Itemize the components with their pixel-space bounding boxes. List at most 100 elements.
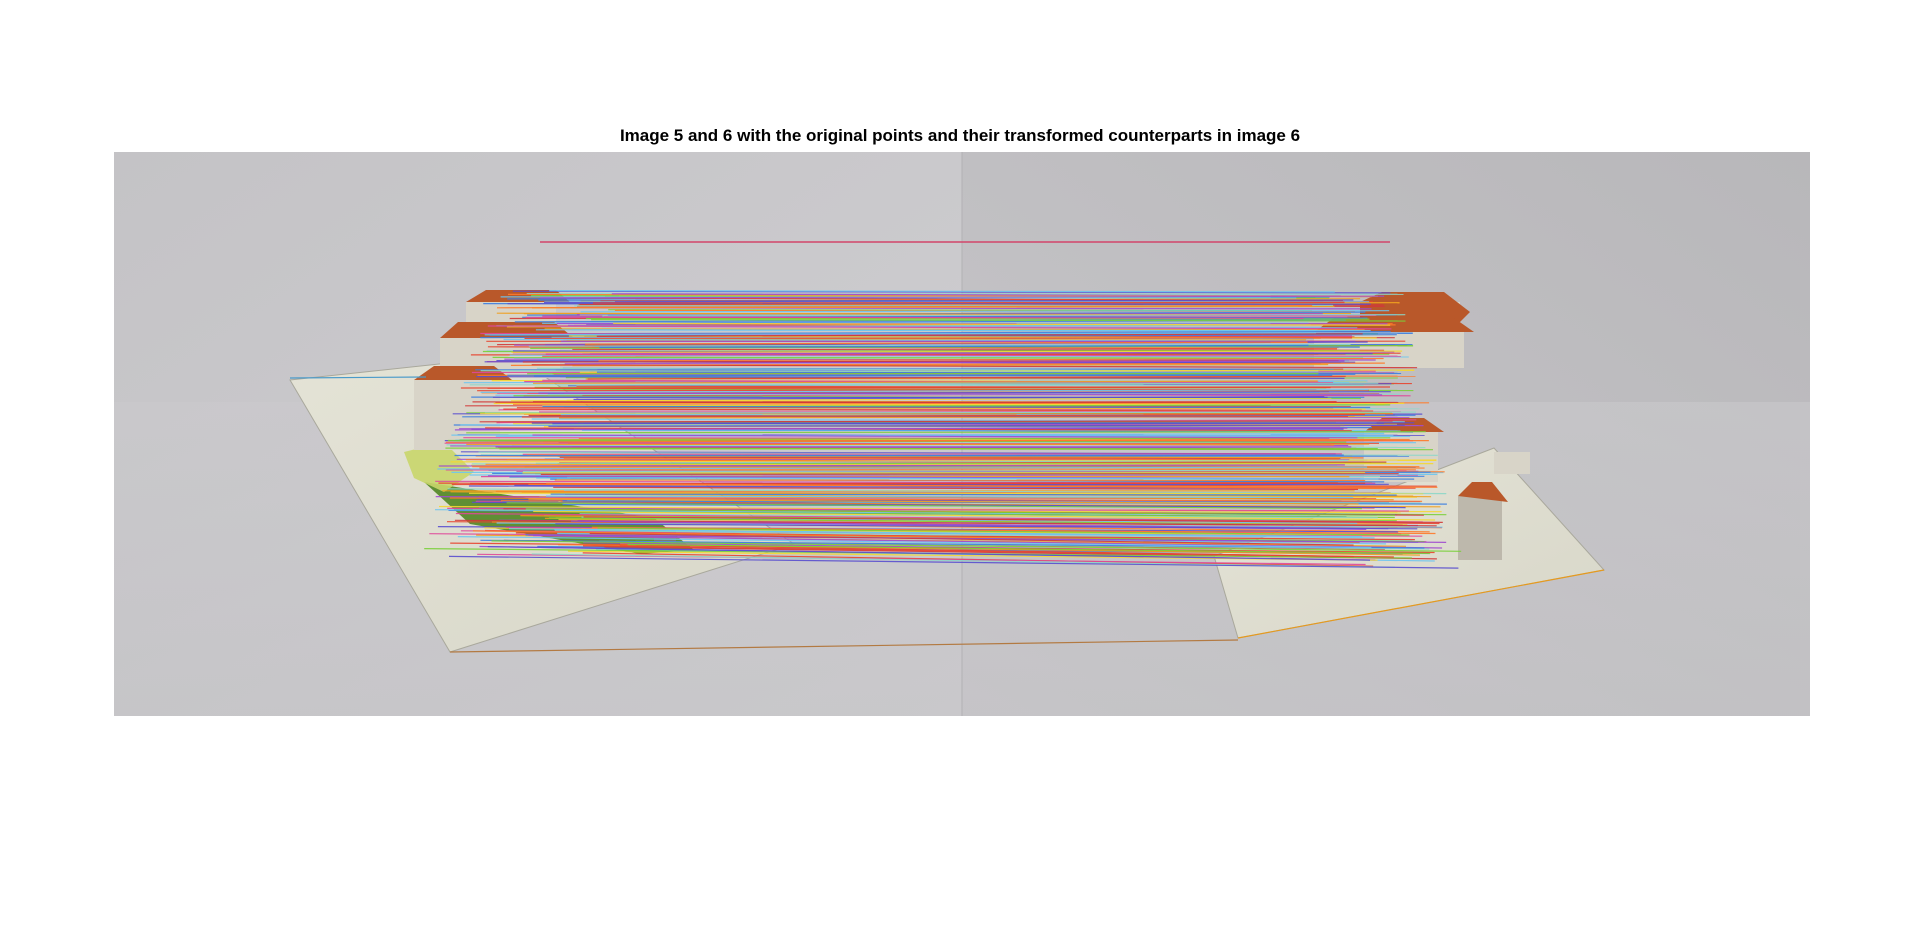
match-line [454,426,1341,431]
match-line [583,516,1443,523]
match-line [591,319,1406,322]
match-line [525,508,1395,516]
match-line [522,469,1397,473]
match-line [538,392,1383,396]
match-line [457,536,1372,549]
match-line [511,350,1403,353]
match-line [487,546,1371,561]
match-line [544,328,1365,331]
match-line [506,502,1362,510]
match-line [571,329,1335,332]
match-line [487,325,1392,330]
match-line [611,293,1341,297]
match-line [540,295,1385,299]
match-line [528,498,1359,505]
match-line [566,330,1391,335]
match-line [550,493,1397,496]
match-line [522,453,1342,455]
match-line [532,434,1358,439]
match-line [491,540,1462,552]
image-axes [114,152,1810,716]
match-line [471,463,1434,466]
match-line [597,527,1410,536]
match-line [580,310,1390,313]
match-line-outlier [1237,569,1605,639]
figure-title: Image 5 and 6 with the original points a… [619,126,1301,145]
match-line-outlier [289,376,427,379]
match-line [496,304,1313,309]
match-line [576,385,1331,389]
match-line [563,457,1340,461]
match-line [585,317,1370,320]
match-line [532,401,1399,404]
match-line [546,482,1386,490]
match-line [459,437,1391,441]
match-line [524,337,1353,339]
match-line [545,495,1354,499]
stitched-image [114,152,1810,716]
match-line [602,314,1406,317]
match-line [536,477,1379,480]
match-line [542,405,1371,409]
match-line [535,459,1349,464]
match-line [445,447,1434,451]
match-line [509,354,1409,358]
match-line [531,364,1418,369]
match-line [479,420,1393,423]
match-line [445,438,1410,443]
match-line [540,473,1399,475]
match-line [512,290,1391,294]
match-line [573,396,1325,401]
match-line [447,488,1447,495]
match-line [484,411,1417,414]
match-line-outlier [449,639,1239,653]
match-line [548,424,1405,427]
match-line [592,301,1345,304]
match-line [559,456,1341,460]
match-line [542,402,1405,407]
match-line [454,454,1410,457]
match-line [503,408,1374,412]
match-line [521,413,1365,418]
match-line [598,357,1384,362]
match-line [599,344,1309,349]
match-line [589,532,1354,546]
match-line [447,507,1409,512]
match-line [487,387,1317,391]
match-line [603,316,1304,319]
match-lines-group [424,290,1462,569]
match-line [587,375,1346,380]
match-line [564,360,1345,365]
match-line [455,512,1423,523]
match-line [555,523,1418,530]
match-line [480,389,1369,393]
match-line [533,535,1443,549]
match-line [554,528,1363,538]
match-line [484,332,1317,336]
match-line [627,543,1431,555]
match-line [591,526,1436,535]
match-line [557,462,1387,465]
match-line [448,555,1459,569]
match-line [512,402,1430,405]
match-line [533,510,1436,521]
match-line [532,380,1318,384]
match-line [528,343,1351,347]
match-line [545,353,1401,357]
match-line [614,299,1354,303]
match-line [466,431,1426,434]
match-line [528,534,1447,543]
match-line [589,351,1395,355]
match-line [449,497,1423,502]
match-line [492,356,1364,359]
match-line [469,384,1364,386]
match-line [613,322,1391,326]
match-line [507,373,1356,376]
match-line [585,341,1308,345]
match-line [596,333,1363,337]
match-line [531,553,1395,568]
match-line [533,374,1333,377]
match-line [549,290,1335,293]
match-line [480,370,1346,374]
